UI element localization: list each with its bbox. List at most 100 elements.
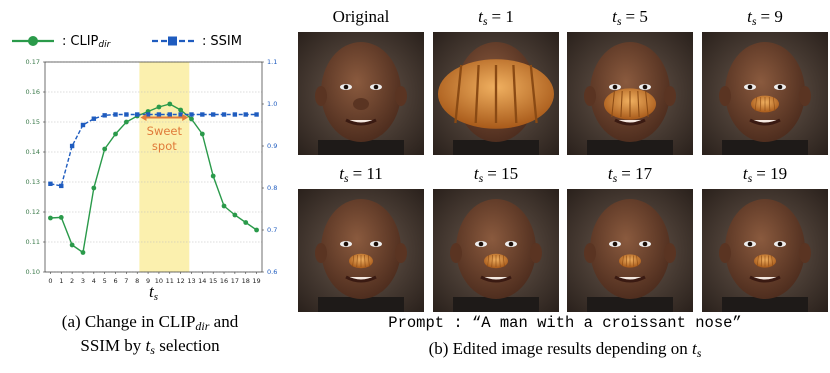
text-part: = 17 (621, 164, 652, 183)
face-image (298, 32, 424, 155)
croissant-ridge (611, 90, 615, 118)
point (124, 112, 129, 117)
ear (395, 243, 407, 263)
croissant-ridge (622, 255, 624, 267)
croissant-ridge (768, 255, 770, 267)
x-tick-label: 1 (59, 277, 63, 285)
image-label: ts = 5 (612, 7, 648, 28)
image-label: ts = 11 (339, 164, 383, 185)
croissant-ridge (529, 64, 538, 124)
image-label: Original (333, 7, 390, 26)
point (254, 227, 259, 233)
text-part: (a) Change in (62, 312, 159, 331)
point (102, 113, 107, 118)
face (725, 199, 805, 299)
text-part: s (154, 291, 158, 303)
croissant-ridge (637, 90, 640, 118)
caption-b: (b) Edited image results depending on ts (429, 339, 702, 360)
croissant-ridge (760, 255, 762, 267)
x-axis-label: ts (149, 282, 158, 303)
point (91, 185, 97, 191)
point (58, 215, 64, 220)
text-part: s (697, 346, 702, 360)
image-label: ts = 17 (608, 164, 653, 185)
x-tick-label: 16 (220, 277, 228, 285)
point (167, 101, 173, 107)
point (91, 116, 97, 121)
text-part: s (613, 171, 618, 185)
y-tick-label: 0.12 (26, 208, 40, 216)
pupil (343, 241, 349, 247)
text-part: : (202, 34, 206, 49)
face-image (567, 189, 693, 312)
y2-tick-label: 0.7 (267, 226, 277, 234)
shirt (587, 297, 673, 312)
caption-a-line1: (a) Change in CLIPdir and (62, 312, 239, 333)
pupil (642, 84, 648, 90)
legend-label: : CLIPdir (62, 34, 112, 50)
point (80, 122, 86, 128)
text-part: t (608, 164, 614, 183)
x-tick-label: 2 (70, 277, 74, 285)
mouth (749, 118, 781, 126)
point (123, 119, 129, 125)
x-tick-label: 18 (242, 277, 250, 285)
pupil (777, 241, 783, 247)
face-image (567, 32, 693, 155)
point (221, 203, 227, 209)
arrow-head (182, 114, 189, 121)
point (189, 116, 194, 122)
ear (799, 243, 811, 263)
ear (584, 243, 596, 263)
caption-a-line2: SSIM by ts selection (80, 336, 220, 357)
text-part: CLIP (70, 34, 98, 49)
pupil (612, 84, 618, 90)
croissant-ridge (352, 254, 355, 268)
text-part: = 9 (761, 7, 783, 26)
mouth (749, 275, 781, 283)
shirt (453, 140, 539, 155)
pupil (612, 241, 618, 247)
face-image (298, 189, 424, 312)
text-part: t (478, 7, 484, 26)
croissant-ridge (367, 254, 370, 268)
pupil (642, 241, 648, 247)
series-line (50, 103, 257, 254)
shirt (722, 297, 808, 312)
pupil (508, 241, 514, 247)
annotation-text: Sweet (147, 124, 183, 138)
mouth (614, 275, 646, 283)
croissant-ridge (773, 96, 776, 112)
ear (584, 86, 596, 106)
croissant-ridge (454, 64, 463, 124)
arrow-head (140, 114, 147, 121)
text-part: s (483, 14, 488, 28)
point (48, 215, 53, 221)
face (725, 42, 805, 142)
point (178, 107, 184, 113)
image-label: ts = 1 (478, 7, 514, 28)
text-part: t (747, 7, 753, 26)
x-tick-label: 0 (48, 277, 52, 285)
y-tick-label: 0.13 (26, 178, 40, 186)
mouth (480, 275, 512, 283)
pupil (373, 84, 379, 90)
pupil (478, 241, 484, 247)
sweet-spot-band (139, 62, 190, 272)
text-part: SSIM by (80, 336, 145, 355)
pupil (777, 84, 783, 90)
x-tick-label: 7 (124, 277, 128, 285)
pupil (343, 84, 349, 90)
croissant-ridge (771, 255, 773, 267)
image-label: ts = 15 (474, 164, 518, 185)
face-image (433, 32, 559, 155)
legend-marker (168, 36, 177, 46)
x-tick-label: 17 (231, 277, 239, 285)
text-part: SSIM (210, 34, 242, 49)
croissant-ridge (759, 96, 762, 112)
pupil (747, 84, 753, 90)
text-part: = 15 (487, 164, 518, 183)
point (178, 112, 183, 117)
text-part: = 1 (492, 7, 514, 26)
